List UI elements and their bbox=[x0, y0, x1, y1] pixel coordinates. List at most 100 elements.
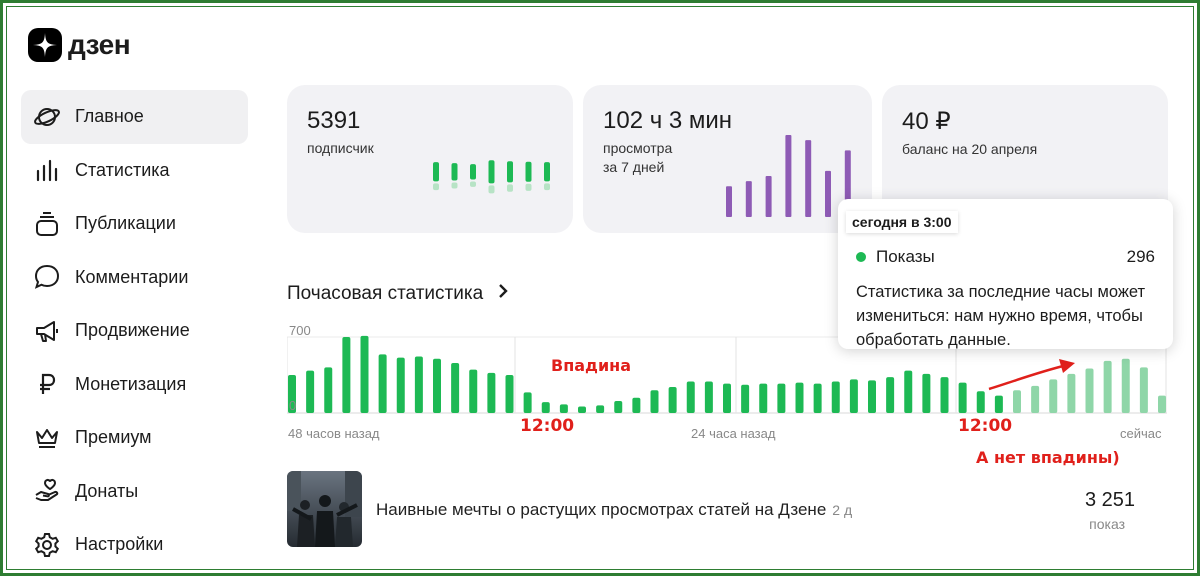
hourly-bar[interactable] bbox=[795, 382, 804, 413]
mini-bar bbox=[507, 161, 513, 183]
mini-bar bbox=[726, 186, 732, 217]
hourly-bar[interactable] bbox=[559, 404, 568, 413]
hourly-bar[interactable] bbox=[469, 369, 478, 413]
sidebar-item-comments[interactable]: Комментарии bbox=[21, 251, 248, 305]
hourly-bar[interactable] bbox=[396, 357, 405, 413]
hourly-bar[interactable] bbox=[813, 383, 822, 413]
green-dot-icon bbox=[856, 252, 866, 262]
sidebar-item-label: Премиум bbox=[75, 427, 152, 448]
hourly-bar[interactable] bbox=[487, 372, 496, 413]
tooltip-metric-name: Показы bbox=[876, 247, 935, 266]
post-title[interactable]: Наивные мечты о растущих просмотрах стат… bbox=[376, 500, 852, 520]
hourly-bar[interactable] bbox=[1103, 360, 1112, 413]
annotation-no-dip: А нет впадины) bbox=[976, 448, 1120, 467]
mini-bar bbox=[785, 135, 792, 217]
balance-label: баланс на 20 апреля bbox=[902, 141, 1038, 157]
annotation-noon-2: 12:00 bbox=[958, 416, 1013, 436]
sidebar-item-label: Продвижение bbox=[75, 320, 190, 341]
hourly-bar[interactable] bbox=[650, 390, 659, 413]
mini-bar bbox=[525, 161, 532, 182]
crown-icon bbox=[33, 424, 61, 452]
hourly-bar[interactable] bbox=[994, 395, 1003, 413]
sidebar-item-settings[interactable]: Настройки bbox=[21, 518, 248, 572]
hourly-stats-link[interactable]: Почасовая статистика bbox=[287, 283, 509, 305]
hourly-bar[interactable] bbox=[414, 356, 423, 413]
post-row[interactable]: Наивные мечты о растущих просмотрах стат… bbox=[287, 471, 1167, 547]
hourly-bar[interactable] bbox=[1013, 390, 1021, 413]
sidebar-item-premium[interactable]: Премиум bbox=[21, 411, 248, 465]
hourly-bar[interactable] bbox=[958, 382, 967, 413]
hourly-bar[interactable] bbox=[596, 405, 605, 413]
hourly-bar[interactable] bbox=[1067, 373, 1076, 413]
sidebar-item-label: Донаты bbox=[75, 480, 139, 501]
hourly-bar[interactable] bbox=[433, 358, 441, 413]
hourly-bar[interactable] bbox=[306, 370, 315, 413]
hourly-bar[interactable] bbox=[668, 386, 677, 413]
hourly-bar[interactable] bbox=[1158, 395, 1166, 413]
sidebar-item-monetization[interactable]: Монетизация bbox=[21, 358, 248, 412]
hourly-bar[interactable] bbox=[1085, 368, 1094, 413]
planet-icon bbox=[33, 103, 61, 131]
hourly-bar[interactable] bbox=[1049, 379, 1058, 413]
mini-bar bbox=[451, 163, 458, 181]
hourly-bar[interactable] bbox=[686, 381, 695, 413]
sidebar-item-label: Главное bbox=[75, 106, 144, 127]
hourly-bar[interactable] bbox=[777, 383, 786, 413]
hourly-bar[interactable] bbox=[451, 363, 460, 413]
hourly-bar[interactable] bbox=[578, 406, 586, 413]
hourly-bar[interactable] bbox=[1121, 358, 1130, 413]
sidebar-item-label: Настройки bbox=[75, 534, 164, 555]
sidebar-item-donations[interactable]: Донаты bbox=[21, 465, 248, 519]
views-label-line1: просмотра bbox=[603, 140, 673, 156]
brand-name: дзен bbox=[68, 29, 131, 60]
mini-bar-lower bbox=[433, 183, 439, 191]
hourly-bar[interactable] bbox=[1139, 367, 1148, 413]
tooltip-metric-value: 296 bbox=[1126, 247, 1155, 266]
hourly-chart: 700 0 48 часов назад 24 часа назад сейча… bbox=[287, 322, 1167, 447]
annotation-dip: Впадина bbox=[551, 356, 632, 375]
mini-bar-lower bbox=[507, 184, 513, 192]
sidebar-item-promotion[interactable]: Продвижение bbox=[21, 304, 248, 358]
hourly-bar[interactable] bbox=[505, 375, 514, 413]
hourly-bar[interactable] bbox=[704, 381, 713, 413]
hourly-bar[interactable] bbox=[886, 377, 895, 413]
hourly-bar[interactable] bbox=[849, 379, 858, 413]
hourly-bar[interactable] bbox=[378, 354, 387, 413]
mini-bar-lower bbox=[544, 183, 550, 191]
hourly-bar[interactable] bbox=[868, 380, 876, 413]
hourly-bar[interactable] bbox=[922, 373, 931, 413]
dzen-logo[interactable]: дзен bbox=[28, 28, 131, 62]
hourly-bar[interactable] bbox=[324, 367, 333, 413]
hourly-bar[interactable] bbox=[940, 377, 949, 413]
hourly-bar[interactable] bbox=[741, 384, 750, 413]
subscribers-value: 5391 bbox=[307, 107, 361, 134]
sidebar-item-main[interactable]: Главное bbox=[21, 90, 248, 144]
sidebar-item-publications[interactable]: Публикации bbox=[21, 197, 248, 251]
hourly-bar[interactable] bbox=[614, 401, 623, 413]
x-label-start: 48 часов назад bbox=[288, 426, 380, 441]
subscribers-card[interactable]: 5391 подписчик bbox=[287, 85, 573, 233]
hourly-bar[interactable] bbox=[541, 402, 550, 413]
sidebar-item-statistics[interactable]: Статистика bbox=[21, 144, 248, 198]
hourly-bar[interactable] bbox=[523, 392, 532, 413]
hourly-bar[interactable] bbox=[723, 383, 731, 413]
sidebar-item-label: Статистика bbox=[75, 159, 170, 180]
hourly-bar[interactable] bbox=[632, 397, 641, 413]
hourly-bar[interactable] bbox=[831, 381, 840, 413]
hourly-bar[interactable] bbox=[342, 337, 351, 413]
hourly-bar[interactable] bbox=[360, 335, 369, 413]
post-thumbnail[interactable] bbox=[287, 471, 362, 547]
mini-bar bbox=[433, 162, 439, 182]
subscribers-mini-chart bbox=[433, 160, 550, 194]
hourly-bar[interactable] bbox=[904, 370, 913, 413]
hourly-bar[interactable] bbox=[1031, 385, 1040, 413]
hourly-bar[interactable] bbox=[976, 391, 985, 413]
views-card[interactable]: 102 ч 3 мин просмотра за 7 дней bbox=[583, 85, 872, 233]
hourly-bar[interactable] bbox=[759, 383, 768, 413]
y-min-label: 0 bbox=[289, 398, 297, 413]
hourly-bar[interactable] bbox=[288, 375, 296, 413]
post-title-text: Наивные мечты о растущих просмотрах стат… bbox=[376, 500, 827, 519]
post-views-count: 3 251 bbox=[1084, 489, 1135, 511]
inner-frame bbox=[6, 6, 1194, 570]
mini-bar bbox=[470, 164, 476, 180]
